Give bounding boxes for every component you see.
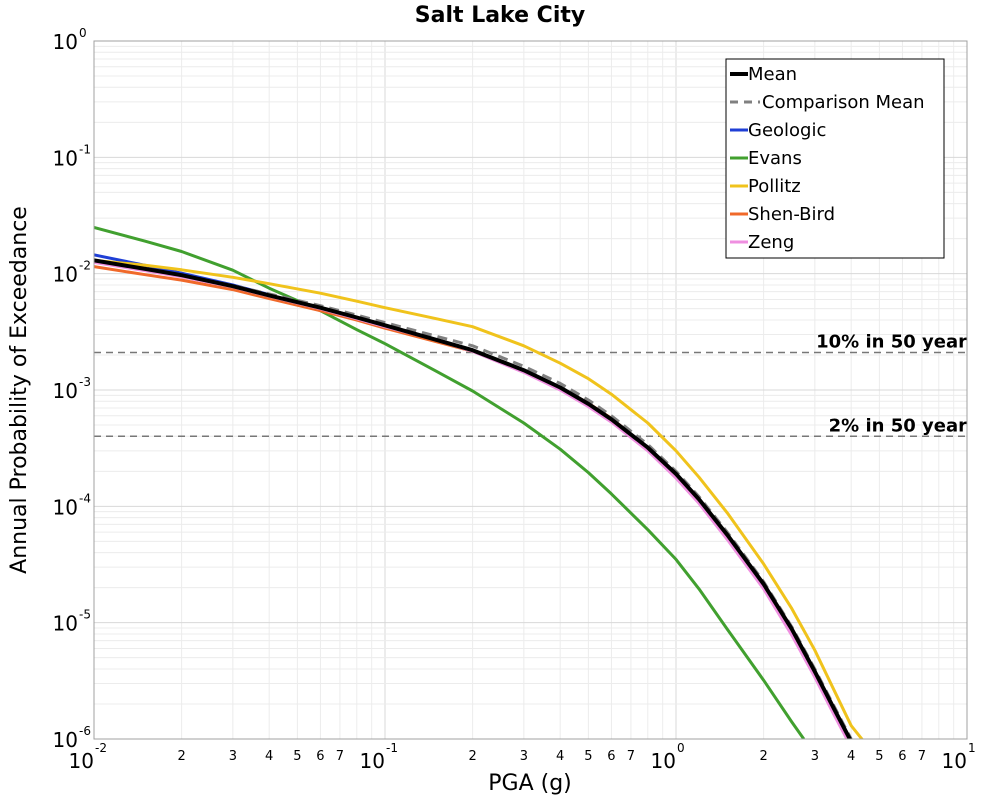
x-minor-tick-label: 5 [584,749,592,764]
x-minor-tick-label: 6 [607,749,615,764]
legend-entry-label: Evans [748,148,802,169]
y-tick-label: 10 [53,495,78,519]
legend-entry-label: Zeng [748,232,794,253]
chart-title: Salt Lake City [415,3,585,28]
y-tick-label: 10 [53,379,78,403]
x-tick-exponent: -1 [386,741,398,755]
x-minor-tick-label: 5 [875,749,883,764]
legend-box [725,58,945,259]
x-tick-exponent: 0 [677,741,685,755]
x-tick-label: 10 [360,749,385,773]
x-tick-label: 10 [651,749,676,773]
x-tick-label: 10 [942,749,967,773]
x-minor-tick-label: 4 [556,749,564,764]
y-tick-label: 10 [53,728,78,752]
y-tick-label: 10 [53,30,78,54]
x-tick-exponent: 1 [968,741,976,755]
legend: Mean Comparison Mean Geologic Evans Pollitz S… [725,58,945,259]
y-tick-exponent: -3 [79,375,91,389]
x-minor-tick-label: 7 [627,749,635,764]
series-line-shen-bird [94,265,852,739]
y-tick-exponent: -1 [79,142,91,156]
legend-entry-label: Pollitz [748,176,801,197]
reference-line-label: 2% in 50 year [829,415,967,436]
x-minor-tick-label: 4 [847,749,855,764]
legend-entry-label: Shen-Bird [748,204,835,225]
y-tick-exponent: -2 [79,259,91,273]
x-minor-tick-label: 5 [293,749,301,764]
plot-frame [93,40,968,740]
x-minor-tick-label: 4 [265,749,273,764]
x-minor-tick-label: 2 [177,749,185,764]
series-line-mean [94,258,853,739]
y-axis-label: Annual Probability of Exceedance [7,206,32,574]
reference-line-label: 10% in 50 year [816,332,967,353]
x-minor-tick-label: 2 [759,749,767,764]
legend-entry-label: Geologic [748,120,826,141]
x-minor-tick-label: 2 [468,749,476,764]
y-tick-exponent: -6 [79,724,91,738]
x-minor-tick-label: 3 [229,749,237,764]
y-tick-label: 10 [53,263,78,287]
legend-entry-label: Comparison Mean [762,92,925,113]
x-minor-tick-label: 3 [811,749,819,764]
x-minor-tick-label: 3 [520,749,528,764]
legend-entry-label: Mean [748,64,797,85]
y-tick-label: 10 [53,146,78,170]
x-minor-tick-label: 7 [336,749,344,764]
series-lines [94,225,864,739]
series-line-evans [94,225,806,739]
x-minor-tick-label: 6 [316,749,324,764]
series-line-pollitz [94,258,864,739]
y-tick-label: 10 [53,612,78,636]
x-axis-label: PGA (g) [488,771,572,796]
y-tick-exponent: -5 [79,608,91,622]
series-line-zeng [94,260,849,739]
x-minor-tick-label: 7 [918,749,926,764]
x-tick-exponent: -2 [95,741,107,755]
x-minor-tick-label: 6 [898,749,906,764]
y-tick-exponent: 0 [79,26,87,40]
reference-lines: 10% in 50 year 2% in 50 year [94,332,967,438]
x-tick-label: 10 [69,749,94,773]
y-tick-exponent: -4 [79,491,91,505]
